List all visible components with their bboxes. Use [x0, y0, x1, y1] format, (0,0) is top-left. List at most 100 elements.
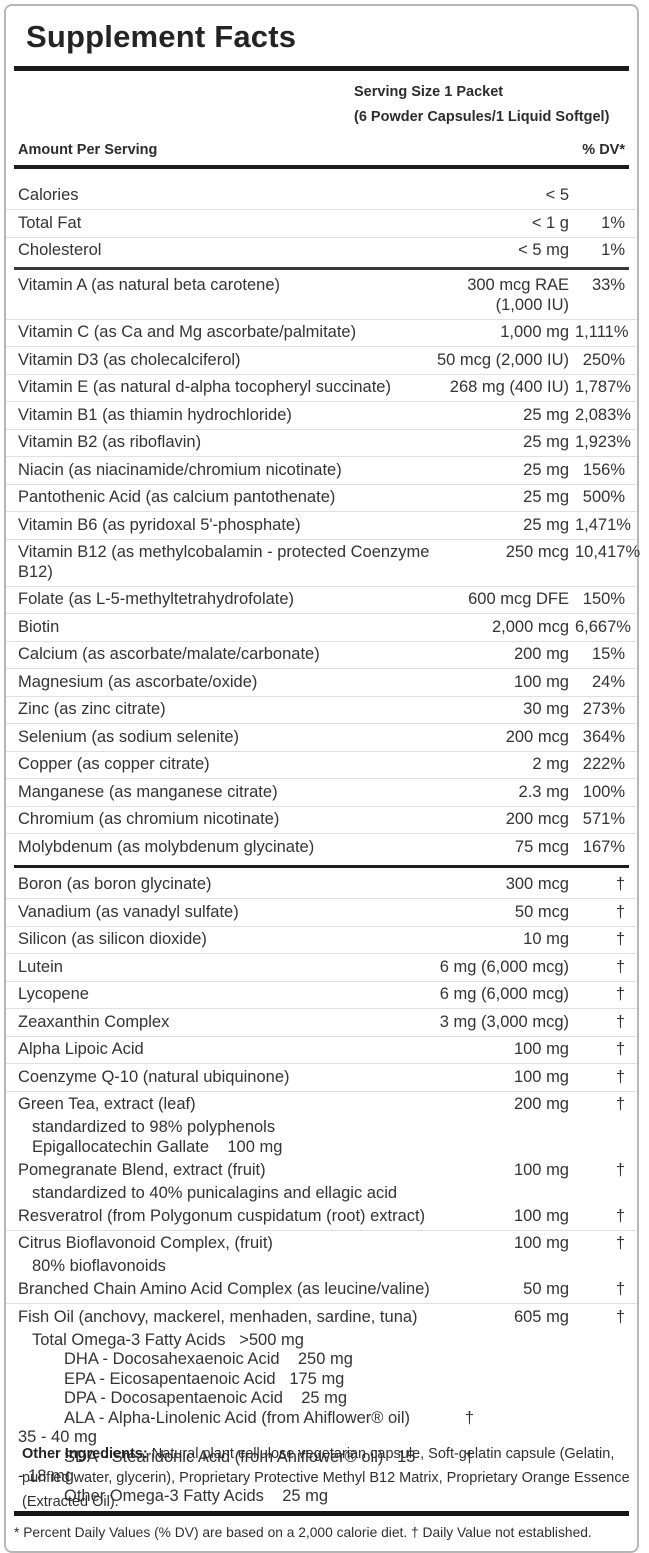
nutrient-name-cell: Branched Chain Amino Acid Complex (as le… — [18, 1280, 517, 1300]
nutrient-name: Zeaxanthin Complex — [18, 1012, 170, 1031]
nutrient-sub-text: DHA - Docosahexaenoic Acid 250 mg — [64, 1350, 353, 1368]
nutrient-name: Chromium (as chromium nicotinate) — [18, 810, 280, 828]
nutrient-name: Biotin — [18, 617, 60, 636]
nutrient-amount: 100 mg — [513, 672, 569, 691]
nutrient-name-cell: Folate (as L-5-methyltetrahydrofolate) — [18, 590, 462, 610]
nutrient-row: Vitamin B1 (as thiamin hydrochloride) 25 … — [6, 401, 637, 429]
nutrient-dv: 1% — [601, 213, 625, 232]
nutrient-name: Manganese (as manganese citrate) — [18, 782, 278, 801]
nutrient-row: Selenium (as sodium selenite) 200 mcg 364% — [6, 723, 637, 751]
nutrient-name-cell: Calories — [18, 186, 540, 206]
nutrient-dv: 2,083% — [575, 405, 631, 424]
nutrient-row: Copper (as copper citrate) 2 mg 222% — [6, 750, 637, 779]
section-divider — [14, 267, 629, 270]
nutrient-dv: 1,787% — [575, 378, 631, 396]
nutrient-dv: 156% — [582, 460, 625, 479]
nutrient-name: Total Fat — [18, 213, 82, 232]
nutrient-amount: < 1 g — [531, 213, 569, 232]
nutrient-name-cell: Resveratrol (from Polygonum cuspidatum (… — [18, 1207, 508, 1227]
nutrient-row: Vitamin B6 (as pyridoxal 5'-phosphate) 25… — [6, 511, 637, 539]
nutrient-dv: 33% — [591, 276, 625, 294]
amount-per-serving-header: Amount Per Serving — [18, 142, 158, 158]
nutrient-subrow: EPA - Eicosapentaenoic Acid 175 mg — [6, 1370, 637, 1390]
nutrient-name-cell: Chromium (as chromium nicotinate) — [18, 810, 500, 830]
nutrient-name: Cholesterol — [18, 241, 102, 259]
nutrient-name-cell: Alpha Lipoic Acid — [18, 1040, 508, 1060]
nutrient-amount: 2.3 mg — [518, 782, 569, 801]
nutrient-amount: 25 mg — [523, 488, 569, 506]
nutrient-row: Silicon (as silicon dioxide) 10 mg † — [6, 925, 637, 954]
nutrient-dv: 1% — [601, 241, 625, 259]
nutrient-dv: 10,417% — [575, 543, 641, 561]
nutrient-row: Zinc (as zinc citrate) 30 mg 273% — [6, 695, 637, 724]
nutrient-row: Resveratrol (from Polygonum cuspidatum (… — [6, 1203, 637, 1230]
nutrient-amount: 200 mg — [513, 1095, 569, 1113]
other-ingredients: Other Ingredients: Natural plant cellulo… — [22, 1442, 634, 1514]
nutrient-name-cell: Niacin (as niacinamide/chromium nicotina… — [18, 461, 517, 481]
nutrient-amount: 100 mg — [513, 1160, 569, 1179]
nutrient-amount: 300 mcg RAE (1,000 IU) — [467, 276, 574, 314]
nutrient-row: Lycopene 6 mg (6,000 mcg) † — [6, 980, 637, 1009]
nutrient-name-cell: Fish Oil (anchovy, mackerel, menhaden, s… — [18, 1308, 508, 1328]
nutrient-dv: 150% — [582, 590, 625, 608]
nutrient-sub-text: SDA - Stearidonic Acid (from Ahiflower® … — [18, 1447, 421, 1486]
nutrient-name-cell: Pomegranate Blend, extract (fruit) — [18, 1161, 508, 1181]
title-divider — [14, 66, 629, 71]
nutrient-sub-text: Epigallocatechin Gallate 100 mg — [32, 1137, 283, 1156]
nutrient-name: Vitamin B12 (as methylcobalamin - protec… — [18, 543, 430, 581]
nutrient-name: Lycopene — [18, 985, 89, 1003]
nutrient-amount: 30 mg — [523, 700, 569, 718]
nutrient-dv: 1,471% — [575, 515, 631, 534]
nutrient-dv: † — [615, 1067, 625, 1086]
nutrient-row: Coenzyme Q-10 (natural ubiquinone) 100 mg… — [6, 1063, 637, 1091]
nutrient-name: Folate (as L-5-methyltetrahydrofolate) — [18, 590, 295, 608]
nutrient-name-cell: Coenzyme Q-10 (natural ubiquinone) — [18, 1068, 508, 1088]
nutrient-amount: 250 mcg — [505, 543, 569, 561]
nutrient-dv: 500% — [582, 488, 625, 506]
nutrient-name-cell: Vitamin A (as natural beta carotene) — [18, 276, 413, 296]
nutrient-name-cell: Vitamin B12 (as methylcobalamin - protec… — [18, 543, 500, 582]
nutrient-table: Calories < 5 Total Fat < 1 g 1% Cholesterol < … — [6, 183, 641, 1507]
nutrient-name: Copper (as copper citrate) — [18, 755, 210, 773]
nutrient-name: Vanadium (as vanadyl sulfate) — [18, 902, 239, 921]
nutrient-row: Vitamin C (as Ca and Mg ascorbate/palmit… — [6, 318, 637, 347]
nutrient-amount: 6 mg (6,000 mcg) — [439, 985, 569, 1003]
nutrient-row: Lutein 6 mg (6,000 mcg) † — [6, 953, 637, 981]
nutrient-name-cell: Zeaxanthin Complex — [18, 1013, 434, 1033]
nutrient-row: Green Tea, extract (leaf) 200 mg † — [6, 1090, 637, 1119]
nutrient-name: Magnesium (as ascorbate/oxide) — [18, 672, 258, 691]
nutrient-name: Pantothenic Acid (as calcium pantothenat… — [18, 488, 336, 506]
nutrient-name: Vitamin A (as natural beta carotene) — [18, 276, 281, 294]
nutrient-name: Green Tea, extract (leaf) — [18, 1095, 196, 1113]
nutrient-amount: 25 mg — [523, 405, 569, 424]
other-ingredients-label: Other Ingredients: — [22, 1446, 148, 1462]
nutrient-name-cell: Vitamin B6 (as pyridoxal 5'-phosphate) — [18, 516, 517, 536]
nutrient-name: Vitamin E (as natural d-alpha tocopheryl… — [18, 378, 391, 396]
nutrient-name-cell: Vitamin C (as Ca and Mg ascorbate/palmit… — [18, 323, 494, 343]
nutrient-amount: 100 mg — [513, 1040, 569, 1058]
nutrient-name-cell: Manganese (as manganese citrate) — [18, 783, 513, 803]
nutrient-subrow: standardized to 40% punicalagins and ell… — [6, 1184, 637, 1204]
nutrient-subrow: 80% bioflavonoids — [6, 1257, 637, 1277]
nutrient-amount: < 5 — [545, 186, 569, 204]
supplement-facts-panel: Supplement Facts Serving Size 1 Packet (… — [4, 4, 641, 1553]
nutrient-row: Zeaxanthin Complex 3 mg (3,000 mcg) † — [6, 1008, 637, 1036]
nutrient-amount: 200 mcg — [505, 810, 569, 828]
nutrient-dv: 364% — [582, 727, 625, 746]
nutrient-name: Silicon (as silicon dioxide) — [18, 930, 207, 948]
nutrient-amount: 100 mg — [513, 1067, 569, 1086]
nutrient-name: Coenzyme Q-10 (natural ubiquinone) — [18, 1067, 290, 1086]
nutrient-amount: 6 mg (6,000 mcg) — [439, 957, 569, 976]
nutrient-name: Vitamin D3 (as cholecalciferol) — [18, 350, 241, 369]
nutrient-amount: 100 mg — [513, 1206, 569, 1225]
nutrient-dv: † — [615, 1160, 625, 1179]
nutrient-row: Vitamin B12 (as methylcobalamin - protec… — [6, 538, 641, 586]
nutrient-subrow: ALA - Alpha-Linolenic Acid (from Ahiflow… — [6, 1409, 637, 1448]
nutrient-amount: 200 mcg — [505, 727, 569, 746]
nutrient-dv: 1,923% — [575, 433, 631, 451]
nutrient-name-cell: Boron (as boron glycinate) — [18, 875, 500, 895]
nutrient-subrow: DHA - Docosahexaenoic Acid 250 mg — [6, 1350, 637, 1370]
nutrient-name: Vitamin B1 (as thiamin hydrochloride) — [18, 405, 292, 424]
nutrient-row: Citrus Bioflavonoid Complex, (fruit) 100 … — [6, 1229, 637, 1258]
nutrient-name-cell: Vitamin B2 (as riboflavin) — [18, 433, 517, 453]
